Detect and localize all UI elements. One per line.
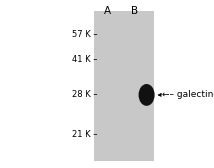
Text: 41 K –: 41 K – [72,55,97,64]
Text: 28 K –: 28 K – [72,90,97,99]
Text: A: A [103,6,111,16]
Text: 21 K –: 21 K – [72,130,97,139]
Text: ←– galectin-8: ←– galectin-8 [162,90,214,99]
Text: 57 K –: 57 K – [72,30,97,39]
Bar [94,11,154,161]
Text: B: B [131,6,138,16]
Ellipse shape [139,84,155,106]
